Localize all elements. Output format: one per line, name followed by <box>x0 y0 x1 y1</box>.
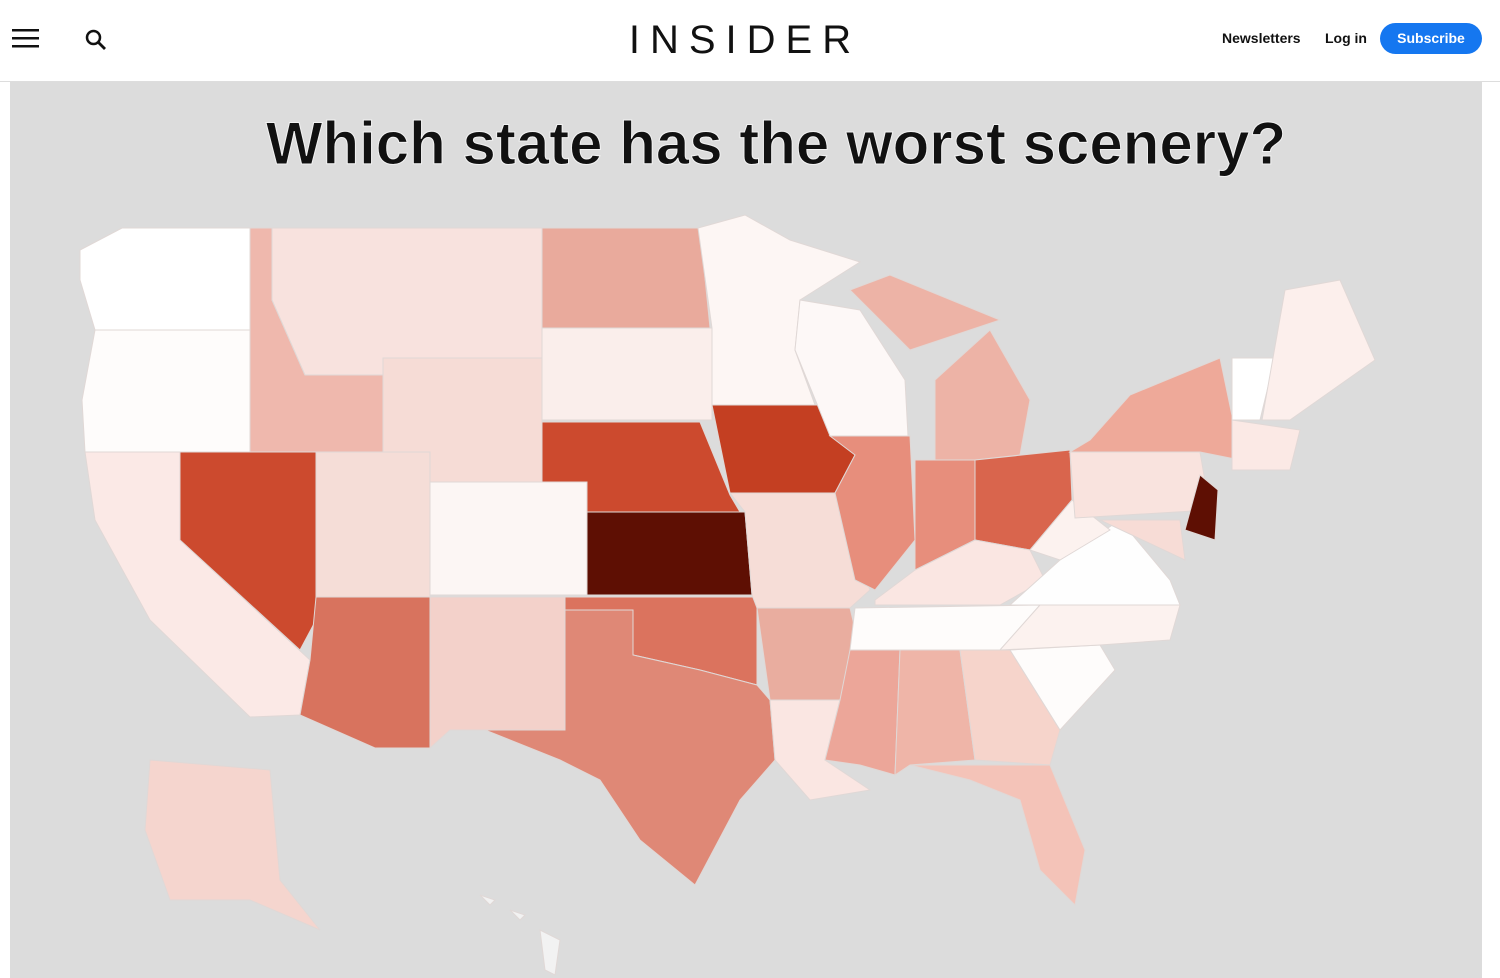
map-image: Which state has the worst scenery? <box>10 82 1482 978</box>
subscribe-button[interactable]: Subscribe <box>1380 23 1482 54</box>
site-header: INSIDER Newsletters Log in Subscribe <box>0 0 1500 82</box>
us-map <box>79 214 1376 976</box>
nav-link[interactable]: Newsletters <box>1222 30 1301 46</box>
search-icon[interactable] <box>85 29 107 51</box>
map-title: Which state has the worst scenery? <box>266 110 1286 177</box>
nav-link[interactable]: Log in <box>1325 30 1367 46</box>
logo[interactable]: INSIDER <box>628 18 862 62</box>
menu-icon[interactable] <box>12 28 40 50</box>
